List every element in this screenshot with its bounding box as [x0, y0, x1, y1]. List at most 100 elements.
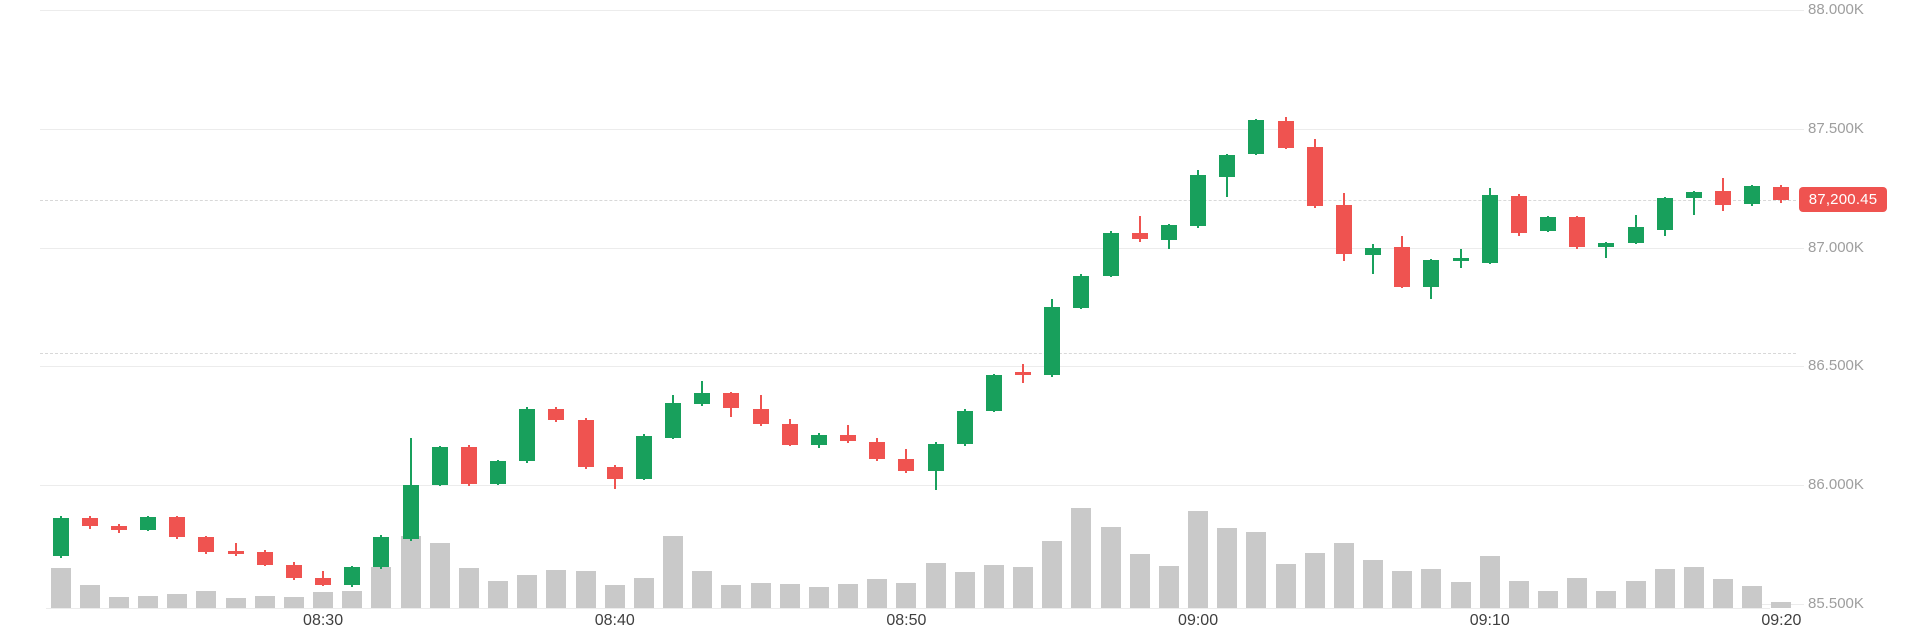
candle-body-down — [1015, 372, 1032, 376]
candle-body-down — [460, 447, 477, 485]
volume-bar — [1421, 569, 1442, 608]
volume-bar — [808, 587, 829, 608]
candle-body-down — [1569, 217, 1586, 248]
volume-bar — [1654, 569, 1675, 608]
candle-body-down — [898, 458, 915, 472]
volume-bar — [779, 584, 800, 608]
volume-bar — [896, 583, 917, 608]
volume-bar — [1158, 566, 1179, 608]
candle-body-down — [315, 578, 332, 585]
candle-body-down — [1715, 191, 1732, 205]
volume-bar — [1013, 567, 1034, 608]
candle-body-down — [606, 467, 623, 479]
volume-bar — [1333, 543, 1354, 608]
volume-bar — [1771, 602, 1792, 608]
volume-bar — [1363, 560, 1384, 608]
volume-bar — [692, 571, 713, 608]
volume-bar — [79, 585, 100, 608]
volume-bar — [925, 563, 946, 608]
volume-bar — [1596, 591, 1617, 608]
candle-body-down — [227, 550, 244, 554]
candle-body-up — [344, 566, 361, 586]
volume-bar — [1188, 511, 1209, 608]
volume-bar — [254, 596, 275, 608]
volume-bar — [1275, 564, 1296, 608]
y-gridline — [40, 10, 1804, 11]
candle-body-up — [52, 518, 69, 557]
y-gridline — [40, 247, 1804, 249]
candle-body-down — [285, 564, 302, 579]
x-axis-label: 08:30 — [303, 612, 344, 629]
candle-body-down — [110, 526, 127, 530]
volume-bar — [1713, 579, 1734, 608]
volume-bar — [575, 571, 596, 608]
volume-bar — [1100, 527, 1121, 608]
volume-bar — [50, 568, 71, 608]
volume-bar — [1683, 567, 1704, 608]
candle-body-down — [1306, 146, 1323, 206]
volume-bar — [283, 597, 304, 608]
last-price-dashline — [40, 199, 1796, 201]
volume-bar — [167, 594, 188, 608]
candle-body-down — [840, 434, 857, 442]
candle-wick-down — [847, 425, 850, 443]
volume-bar — [867, 579, 888, 608]
volume-bar — [1742, 586, 1763, 608]
volume-bar — [1246, 532, 1267, 608]
volume-bar — [983, 565, 1004, 608]
candle-body-up — [1452, 257, 1469, 261]
candle-body-down — [781, 424, 798, 445]
volume-bar — [1071, 508, 1092, 608]
volume-bar — [429, 543, 450, 608]
candle-body-up — [694, 393, 711, 405]
candle-wick-up — [1372, 244, 1375, 275]
last-price-badge: 87,200.45 — [1799, 187, 1887, 213]
candle-body-up — [1190, 174, 1207, 227]
y-axis-label: 86.500K — [1808, 357, 1864, 375]
candle-body-up — [810, 435, 827, 445]
volume-bar — [488, 581, 509, 608]
volume-bar — [342, 591, 363, 608]
candle-wick-up — [1692, 190, 1695, 216]
volume-bar — [196, 591, 217, 608]
candle-body-up — [373, 536, 390, 568]
candle-body-up — [1627, 227, 1644, 243]
candle-body-up — [1102, 233, 1119, 276]
volume-bar — [604, 585, 625, 608]
candle-body-up — [402, 485, 419, 540]
candle-body-up — [1540, 217, 1557, 231]
volume-bar — [108, 597, 129, 608]
volume-bar — [1450, 582, 1471, 608]
candle-body-up — [1160, 225, 1177, 240]
volume-bar — [138, 596, 159, 608]
volume-bar — [458, 568, 479, 608]
candle-body-up — [1044, 307, 1061, 376]
candle-body-up — [1481, 195, 1498, 263]
candle-body-down — [1510, 195, 1527, 234]
volume-bar — [1217, 528, 1238, 608]
candle-body-down — [198, 536, 215, 553]
candle-wick-up — [1605, 241, 1608, 258]
volume-bar — [225, 598, 246, 608]
volume-bar — [750, 583, 771, 608]
volume-baseline — [46, 608, 1770, 609]
candle-body-up — [635, 436, 652, 479]
x-axis-label: 09:10 — [1469, 612, 1510, 629]
candle-wick-down — [234, 543, 237, 556]
candle-body-up — [665, 403, 682, 438]
volume-bar — [400, 536, 421, 608]
volume-bar — [1304, 553, 1325, 608]
volume-bar — [1567, 578, 1588, 608]
candle-body-down — [723, 393, 740, 408]
candle-body-down — [1277, 121, 1294, 148]
volume-bar — [371, 567, 392, 608]
candle-body-up — [431, 447, 448, 486]
candle-body-down — [548, 408, 565, 420]
y-gridline — [40, 128, 1804, 130]
y-axis-label: 88.000K — [1808, 1, 1864, 18]
y-axis-label: 87.000K — [1808, 238, 1864, 256]
candle-body-up — [985, 375, 1002, 411]
candle-body-down — [1335, 204, 1352, 255]
candle-body-up — [490, 460, 507, 484]
